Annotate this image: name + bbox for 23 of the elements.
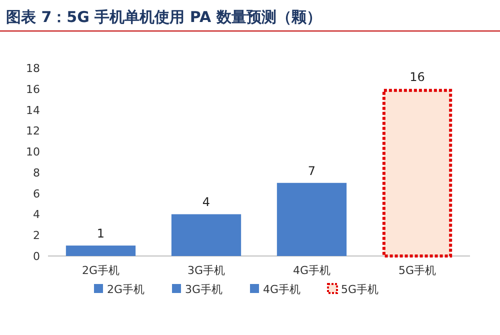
y-tick-label: 18 bbox=[26, 62, 40, 75]
y-tick-label: 0 bbox=[33, 250, 40, 263]
data-label: 1 bbox=[96, 226, 105, 241]
legend-label: 2G手机 bbox=[107, 283, 145, 296]
y-tick-label: 2 bbox=[33, 229, 40, 242]
legend-label: 4G手机 bbox=[263, 283, 301, 296]
legend-label: 3G手机 bbox=[185, 283, 223, 296]
x-tick-label: 2G手机 bbox=[82, 264, 120, 277]
y-tick-label: 4 bbox=[33, 208, 40, 222]
y-tick-label: 14 bbox=[26, 104, 40, 117]
x-tick-label: 3G手机 bbox=[187, 264, 226, 277]
data-label: 7 bbox=[308, 164, 316, 178]
chart-title: 图表 7：5G 手机单机使用 PA 数量预测（颗） bbox=[6, 8, 322, 26]
y-tick-label: 10 bbox=[26, 146, 40, 159]
data-label: 4 bbox=[202, 195, 210, 210]
x-tick-label: 5G手机 bbox=[398, 264, 436, 277]
y-tick-label: 12 bbox=[26, 124, 40, 138]
y-tick-label: 16 bbox=[26, 82, 40, 96]
data-label: 16 bbox=[410, 70, 425, 84]
legend-label: 5G手机 bbox=[341, 283, 379, 296]
y-tick-label: 8 bbox=[33, 166, 40, 180]
y-tick-label: 6 bbox=[33, 187, 40, 200]
x-tick-label: 4G手机 bbox=[292, 264, 331, 277]
